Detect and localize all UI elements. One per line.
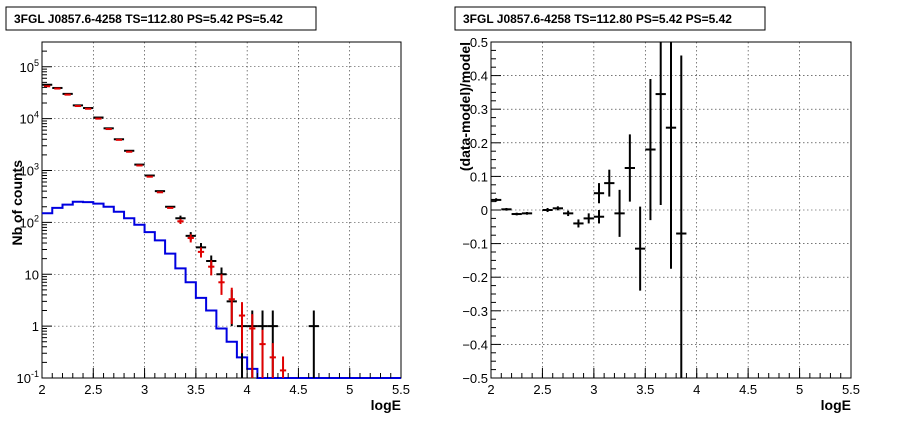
residual-point (593, 210, 605, 224)
residual-point (521, 212, 533, 215)
right-axis-ticks (490, 41, 852, 379)
right-y-tick-label: 0.1 (470, 169, 488, 184)
right-x-tick-label: 3 (590, 382, 597, 397)
model-point (249, 314, 256, 378)
model-point (197, 247, 205, 258)
residual-point (491, 198, 502, 202)
right-x-tick-label: 4 (693, 382, 700, 397)
left-chart-title: 3FGL J0857.6-4258 TS=112.80 PS=5.42 PS=5… (14, 12, 283, 26)
left-x-axis-title: logE (371, 397, 401, 413)
left-x-tick-label: 3 (141, 382, 148, 397)
right-chart-title: 3FGL J0857.6-4258 TS=112.80 PS=5.42 PS=5… (463, 12, 732, 26)
model-point (187, 234, 194, 243)
right-y-tick-label: 0.3 (470, 102, 488, 117)
right-y-tick-label: −0.4 (462, 337, 488, 352)
model-point (177, 218, 184, 225)
left-y-tick-label: 1 (32, 319, 39, 334)
left-x-tick-label: 5.5 (392, 382, 410, 397)
residual-point (593, 183, 605, 204)
left-y-tick-exponent: 3 (34, 162, 39, 172)
residual-point (635, 206, 646, 291)
right-y-tick-label: −0.5 (462, 371, 488, 386)
right-x-tick-label: 5.5 (842, 382, 860, 397)
right-x-tick-label: 3.5 (636, 382, 654, 397)
residual-point (563, 210, 574, 217)
left-y-tick-exponent: -1 (31, 369, 39, 379)
left-title-box (5, 6, 317, 31)
left-x-tick-label: 4.5 (289, 382, 307, 397)
right-title-box (454, 6, 766, 31)
right-y-tick-label: 0.2 (470, 136, 488, 151)
right-tick-labels: 2 2.5 3 3.5 4 4.5 5 5.5 −0.5 −0.4 −0.3 −0.2 −0.1 0 0.1… (462, 35, 860, 397)
model-point (259, 329, 266, 378)
right-y-tick-label: 0.4 (470, 69, 488, 84)
residual-point (604, 169, 615, 197)
model-point (218, 274, 225, 295)
residual-point (583, 213, 594, 224)
right-y-tick-label: −0.1 (462, 237, 488, 252)
residual-point (511, 212, 522, 216)
residual-point (501, 207, 512, 211)
left-marks (42, 83, 401, 379)
right-marks (491, 42, 687, 378)
right-y-tick-label: 0.5 (470, 35, 488, 50)
residual-point (665, 42, 677, 269)
right-x-tick-label: 4.5 (739, 382, 757, 397)
left-x-tick-label: 2 (38, 382, 45, 397)
left-axis-ticks (41, 41, 402, 379)
left-y-tick-label: 104 (20, 110, 39, 127)
left-y-tick-exponent: 2 (34, 213, 39, 223)
right-y-tick-label: 0 (481, 203, 488, 218)
model-point (279, 356, 287, 378)
left-grid (42, 42, 401, 378)
left-y-tick-exponent: 4 (34, 110, 39, 120)
residual-point (552, 206, 563, 211)
left-y-axis-title-text: Nb of counts (9, 160, 25, 246)
right-x-tick-label: 2.5 (533, 382, 551, 397)
residual-point (542, 207, 553, 213)
residual-point (645, 78, 656, 221)
right-y-axis-title-text: (data-model)/model (457, 42, 473, 171)
right-panel: 2 2.5 3 3.5 4 4.5 5 5.5 −0.5 −0.4 −0.3 −0.2 −0.1 0 0.1… (454, 6, 860, 413)
right-x-axis-title: logE (821, 397, 851, 413)
left-x-tick-label: 5 (346, 382, 353, 397)
data-point (308, 310, 319, 378)
left-y-tick-label: 10 (25, 267, 39, 282)
left-x-tick-label: 4 (244, 382, 251, 397)
left-x-tick-label: 2.5 (84, 382, 102, 397)
left-y-tick-label: 105 (20, 58, 39, 75)
right-y-tick-label: −0.3 (462, 304, 488, 319)
model-step-line (42, 200, 401, 379)
residual-point (624, 134, 635, 202)
right-y-axis-title: (data-model)/model (457, 42, 473, 171)
left-y-tick-label: 10-1 (17, 369, 39, 386)
residual-point (655, 42, 666, 205)
right-y-tick-label: −0.2 (462, 270, 488, 285)
left-x-tick-label: 3.5 (187, 382, 205, 397)
right-x-tick-label: 2 (487, 382, 494, 397)
model-point (269, 343, 276, 378)
left-plot-frame (41, 41, 402, 379)
residual-point (614, 189, 625, 237)
residual-point (676, 55, 687, 378)
right-x-tick-label: 5 (796, 382, 803, 397)
model-point (228, 287, 235, 324)
residual-point (573, 219, 584, 228)
left-y-tick-exponent: 5 (34, 58, 39, 68)
model-point (208, 260, 215, 276)
left-y-axis-title: Nb of counts (9, 160, 25, 246)
model-point (238, 302, 246, 354)
